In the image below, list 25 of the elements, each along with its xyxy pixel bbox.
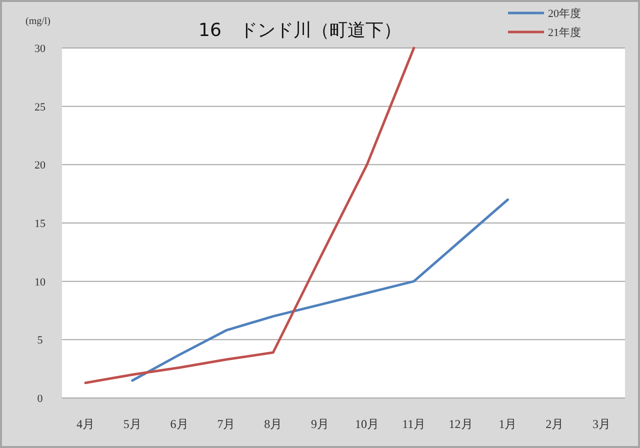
legend-label: 20年度 bbox=[548, 7, 581, 20]
x-tick-label: 1月 bbox=[498, 417, 517, 431]
x-tick-label: 11月 bbox=[402, 417, 426, 431]
x-tick-label: 9月 bbox=[311, 417, 330, 431]
line-series bbox=[84, 46, 416, 384]
x-tick-label: 4月 bbox=[76, 417, 94, 431]
y-tick-label: 5 bbox=[37, 334, 44, 347]
x-tick-label: 10月 bbox=[354, 417, 379, 431]
x-tick-label: 12月 bbox=[448, 417, 473, 431]
y-tick-label: 30 bbox=[34, 43, 46, 55]
x-tick-label: 3月 bbox=[592, 417, 611, 431]
line-series bbox=[131, 198, 509, 382]
chart-title: 16 ドンド川（町道下） bbox=[198, 20, 402, 41]
y-tick-label: 25 bbox=[34, 101, 46, 114]
y-tick-label: 15 bbox=[34, 218, 46, 230]
x-tick-label: 8月 bbox=[264, 417, 282, 431]
y-tick-label: 0 bbox=[37, 393, 44, 405]
legend-label: 21年度 bbox=[548, 26, 581, 39]
y-tick-label: 10 bbox=[34, 276, 46, 288]
x-tick-label: 6月 bbox=[170, 417, 188, 431]
x-tick-label: 5月 bbox=[123, 417, 142, 431]
y-axis-title: (mg/l) bbox=[26, 16, 50, 27]
x-tick-label: 2月 bbox=[546, 417, 564, 431]
y-tick-label: 20 bbox=[34, 160, 46, 172]
x-tick-label: 7月 bbox=[217, 417, 236, 431]
